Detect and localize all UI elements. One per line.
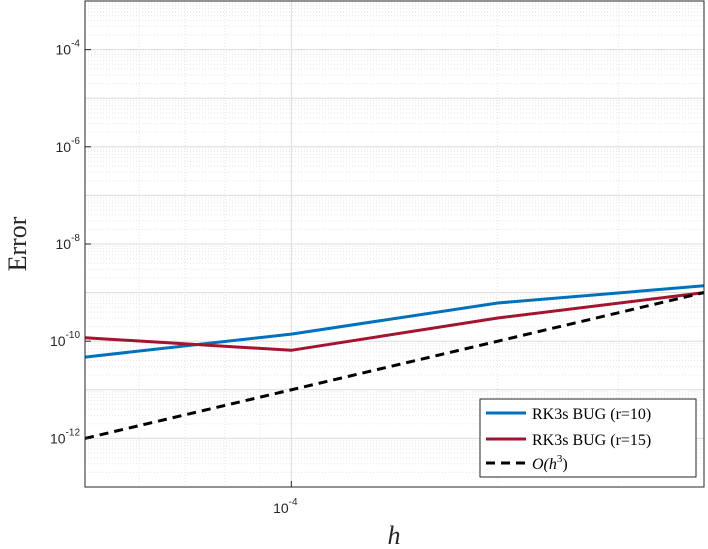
legend-label-r15: RK3s BUG (r=15) <box>532 432 651 449</box>
tick-layer: 10-12 10-10 10-8 10-6 10-4 10-4 <box>50 39 298 516</box>
y-tick-label: 10-8 <box>56 233 81 252</box>
series-line-r10 <box>84 284 705 359</box>
x-axis-title: h <box>388 521 401 549</box>
y-tick-label: 10-10 <box>50 330 80 349</box>
y-tick-label: 10-6 <box>56 136 81 155</box>
x-tick-label: 10-4 <box>273 497 298 516</box>
y-tick-label: 10-4 <box>56 39 81 58</box>
legend-label-oh3: O(h3) <box>532 453 568 473</box>
legend: RK3s BUG (r=10) RK3s BUG (r=15) O(h3) <box>479 398 697 478</box>
series-line-r15 <box>84 291 705 352</box>
series-line-oh3 <box>84 291 705 440</box>
y-axis-title: Error <box>3 216 32 271</box>
series-layer <box>84 284 705 440</box>
y-tick-label: 10-12 <box>50 427 80 446</box>
legend-label-r10: RK3s BUG (r=10) <box>532 406 651 423</box>
